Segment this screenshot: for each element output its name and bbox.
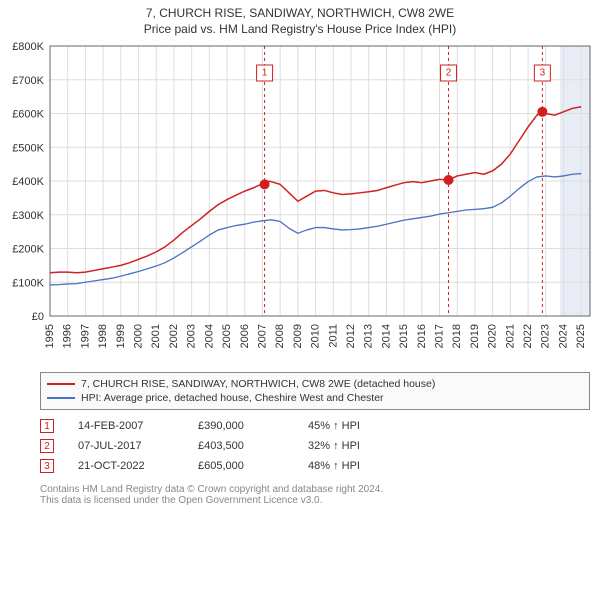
svg-text:2002: 2002	[168, 324, 180, 348]
svg-text:2016: 2016	[416, 324, 428, 348]
svg-text:2017: 2017	[434, 324, 446, 348]
svg-text:2009: 2009	[292, 324, 304, 348]
svg-text:2007: 2007	[256, 324, 268, 348]
svg-text:2004: 2004	[203, 324, 215, 348]
svg-text:1996: 1996	[62, 324, 74, 348]
event-number-box: 3	[40, 459, 54, 473]
svg-text:2024: 2024	[557, 324, 569, 348]
event-date: 07-JUL-2017	[78, 440, 198, 452]
svg-text:1998: 1998	[97, 324, 109, 348]
svg-text:1997: 1997	[79, 324, 91, 348]
svg-text:£700K: £700K	[12, 75, 44, 87]
svg-text:£100K: £100K	[12, 277, 44, 289]
svg-text:2015: 2015	[398, 324, 410, 348]
svg-text:2001: 2001	[150, 324, 162, 348]
svg-text:£0: £0	[32, 311, 44, 323]
legend: 7, CHURCH RISE, SANDIWAY, NORTHWICH, CW8…	[40, 372, 590, 410]
legend-swatch	[47, 383, 75, 385]
footnote-line: Contains HM Land Registry data © Crown c…	[40, 484, 590, 495]
event-pct: 45% ↑ HPI	[308, 420, 590, 432]
title-block: 7, CHURCH RISE, SANDIWAY, NORTHWICH, CW8…	[0, 0, 600, 36]
svg-text:2011: 2011	[327, 324, 339, 348]
legend-label: HPI: Average price, detached house, Ches…	[81, 392, 384, 404]
event-number-box: 1	[40, 419, 54, 433]
legend-label: 7, CHURCH RISE, SANDIWAY, NORTHWICH, CW8…	[81, 378, 435, 390]
event-pct: 48% ↑ HPI	[308, 460, 590, 472]
svg-text:£200K: £200K	[12, 244, 44, 256]
svg-text:2025: 2025	[575, 324, 587, 348]
event-row: 2 07-JUL-2017£403,50032% ↑ HPI	[40, 436, 590, 456]
footnote: Contains HM Land Registry data © Crown c…	[40, 484, 590, 506]
svg-text:2020: 2020	[487, 324, 499, 348]
line-chart: £0 £100K £200K £300K £400K £500K £600K £700K £80…	[0, 36, 600, 366]
svg-text:2014: 2014	[380, 324, 392, 348]
legend-item: 7, CHURCH RISE, SANDIWAY, NORTHWICH, CW8…	[47, 377, 583, 391]
svg-text:2023: 2023	[540, 324, 552, 348]
chart-subtitle: Price paid vs. HM Land Registry's House …	[0, 20, 600, 36]
event-number-box: 2	[40, 439, 54, 453]
legend-swatch	[47, 397, 75, 399]
svg-text:2022: 2022	[522, 324, 534, 348]
svg-text:£800K: £800K	[12, 41, 44, 53]
legend-item: HPI: Average price, detached house, Ches…	[47, 391, 583, 405]
event-price: £390,000	[198, 420, 308, 432]
footnote-line: This data is licensed under the Open Gov…	[40, 495, 590, 506]
page-root: 7, CHURCH RISE, SANDIWAY, NORTHWICH, CW8…	[0, 0, 600, 506]
event-date: 21-OCT-2022	[78, 460, 198, 472]
svg-text:1: 1	[262, 68, 268, 79]
svg-text:£400K: £400K	[12, 176, 44, 188]
event-row: 1 14-FEB-2007£390,00045% ↑ HPI	[40, 416, 590, 436]
chart-area: £0 £100K £200K £300K £400K £500K £600K £700K £80…	[0, 36, 600, 366]
svg-text:3: 3	[540, 68, 546, 79]
svg-text:2: 2	[446, 68, 452, 79]
svg-text:2003: 2003	[186, 324, 198, 348]
event-row: 3 21-OCT-2022£605,00048% ↑ HPI	[40, 456, 590, 476]
svg-text:1999: 1999	[115, 324, 127, 348]
event-table: 1 14-FEB-2007£390,00045% ↑ HPI 2 07-JUL-201…	[40, 416, 590, 476]
event-pct: 32% ↑ HPI	[308, 440, 590, 452]
svg-text:2021: 2021	[504, 324, 516, 348]
svg-text:2006: 2006	[239, 324, 251, 348]
svg-text:2019: 2019	[469, 324, 481, 348]
chart-title: 7, CHURCH RISE, SANDIWAY, NORTHWICH, CW8…	[0, 6, 600, 20]
svg-text:2018: 2018	[451, 324, 463, 348]
svg-text:2013: 2013	[363, 324, 375, 348]
event-price: £403,500	[198, 440, 308, 452]
svg-text:2005: 2005	[221, 324, 233, 348]
svg-text:2012: 2012	[345, 324, 357, 348]
svg-text:£500K: £500K	[12, 142, 44, 154]
svg-text:1995: 1995	[44, 324, 56, 348]
event-price: £605,000	[198, 460, 308, 472]
svg-text:2008: 2008	[274, 324, 286, 348]
svg-text:2000: 2000	[133, 324, 145, 348]
svg-text:2010: 2010	[310, 324, 322, 348]
svg-text:£600K: £600K	[12, 109, 44, 121]
event-date: 14-FEB-2007	[78, 420, 198, 432]
svg-text:£300K: £300K	[12, 210, 44, 222]
